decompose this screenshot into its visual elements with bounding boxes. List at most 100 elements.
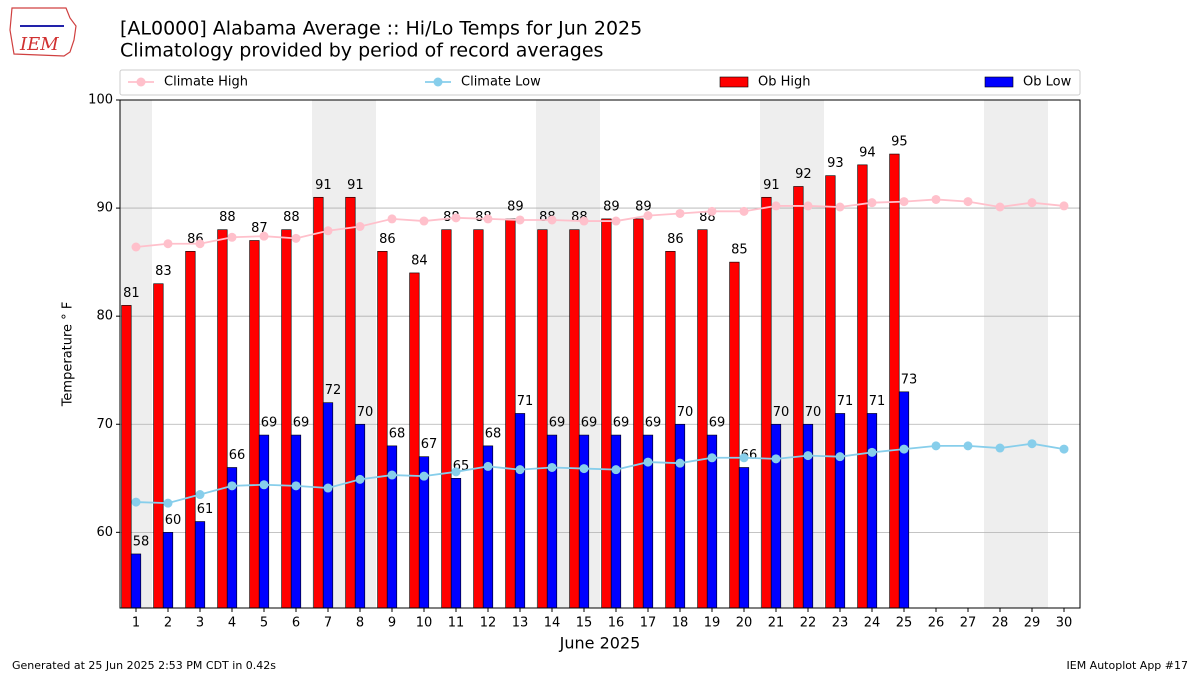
line-point xyxy=(931,441,941,451)
bar xyxy=(697,229,708,609)
bar-value-label: 69 xyxy=(613,416,630,431)
x-tick-label: 12 xyxy=(480,616,497,631)
x-tick-label: 17 xyxy=(640,616,657,631)
line-point xyxy=(579,216,589,226)
bar-value-label: 83 xyxy=(155,264,172,279)
bar xyxy=(258,434,270,609)
legend-swatch xyxy=(719,76,749,88)
bar-value-label: 71 xyxy=(837,394,854,409)
footer-right: IEM Autoplot App #17 xyxy=(1067,659,1189,672)
line-point xyxy=(643,457,653,467)
line-point xyxy=(163,498,173,508)
bar-value-label: 58 xyxy=(133,534,150,549)
bar xyxy=(569,229,580,609)
line-point xyxy=(259,480,269,490)
line-point xyxy=(259,231,269,241)
bar xyxy=(866,413,878,609)
highlight-band xyxy=(984,100,1016,608)
y-tick-label: 70 xyxy=(96,417,113,432)
line-point xyxy=(675,208,685,218)
line-point xyxy=(771,454,781,464)
line-point xyxy=(963,441,973,451)
line-point xyxy=(195,239,205,249)
line-point xyxy=(771,201,781,211)
chart-title: [AL0000] Alabama Average :: Hi/Lo Temps … xyxy=(120,18,642,40)
bar-value-label: 91 xyxy=(315,178,332,193)
bar xyxy=(857,164,868,609)
bar xyxy=(889,153,900,609)
legend-marker xyxy=(136,77,146,87)
x-tick-label: 22 xyxy=(800,616,817,631)
line-point xyxy=(195,490,205,500)
bar-value-label: 85 xyxy=(731,243,748,258)
line-point xyxy=(323,483,333,493)
x-tick-label: 10 xyxy=(416,616,433,631)
bar xyxy=(610,434,622,609)
x-tick-label: 27 xyxy=(960,616,977,631)
x-tick-label: 13 xyxy=(512,616,529,631)
x-tick-label: 7 xyxy=(324,616,332,631)
bar-value-label: 89 xyxy=(603,199,620,214)
line-point xyxy=(803,451,813,461)
bar xyxy=(674,423,686,609)
bar-value-label: 95 xyxy=(891,135,908,150)
x-tick-label: 23 xyxy=(832,616,849,631)
line-point xyxy=(835,452,845,462)
bar-value-label: 86 xyxy=(379,232,396,247)
bar-value-label: 86 xyxy=(667,232,684,247)
bar xyxy=(217,229,228,609)
line-point xyxy=(483,214,493,224)
x-tick-label: 14 xyxy=(544,616,561,631)
legend-label: Ob High xyxy=(758,75,811,90)
bar xyxy=(121,305,132,609)
x-tick-label: 8 xyxy=(356,616,364,631)
bar xyxy=(793,186,804,609)
logo-outline xyxy=(9,7,77,57)
bar-value-label: 89 xyxy=(635,199,652,214)
bar xyxy=(537,229,548,609)
x-tick-label: 19 xyxy=(704,616,721,631)
x-tick-label: 24 xyxy=(864,616,881,631)
bar-value-label: 89 xyxy=(507,199,524,214)
line-point xyxy=(419,216,429,226)
x-tick-label: 18 xyxy=(672,616,689,631)
x-tick-label: 9 xyxy=(388,616,396,631)
x-tick-label: 4 xyxy=(228,616,236,631)
bar xyxy=(834,413,846,609)
bar-value-label: 88 xyxy=(219,210,236,225)
bar xyxy=(290,434,302,609)
bar-value-label: 70 xyxy=(677,405,694,420)
line-point xyxy=(1059,444,1069,454)
line-point xyxy=(1027,198,1037,208)
line-point xyxy=(163,239,173,249)
y-tick-label: 60 xyxy=(96,525,113,540)
highlight-band xyxy=(1016,100,1048,608)
legend-label: Climate High xyxy=(164,75,248,90)
line-point xyxy=(291,481,301,491)
bar xyxy=(514,413,526,609)
bar xyxy=(345,196,356,609)
bar-value-label: 72 xyxy=(325,383,342,398)
bar-value-label: 92 xyxy=(795,167,812,182)
bar-value-label: 68 xyxy=(389,426,406,441)
line-point xyxy=(483,461,493,471)
bar-value-label: 69 xyxy=(293,416,310,431)
line-point xyxy=(355,474,365,484)
x-tick-label: 29 xyxy=(1024,616,1041,631)
line-point xyxy=(451,467,461,477)
plot-frame xyxy=(119,99,1081,609)
bar xyxy=(546,434,558,609)
line-point xyxy=(227,481,237,491)
line-point xyxy=(1059,201,1069,211)
legend-label: Ob Low xyxy=(1023,75,1072,90)
y-axis-label: Temperature ° F xyxy=(61,302,76,408)
x-tick-label: 20 xyxy=(736,616,753,631)
bar-value-label: 68 xyxy=(485,426,502,441)
bar-value-label: 93 xyxy=(827,156,844,171)
logo-text: IEM xyxy=(19,34,59,55)
logo: IEM xyxy=(9,7,77,57)
line-point xyxy=(515,465,525,475)
bar-value-label: 70 xyxy=(773,405,790,420)
bar xyxy=(354,423,366,609)
